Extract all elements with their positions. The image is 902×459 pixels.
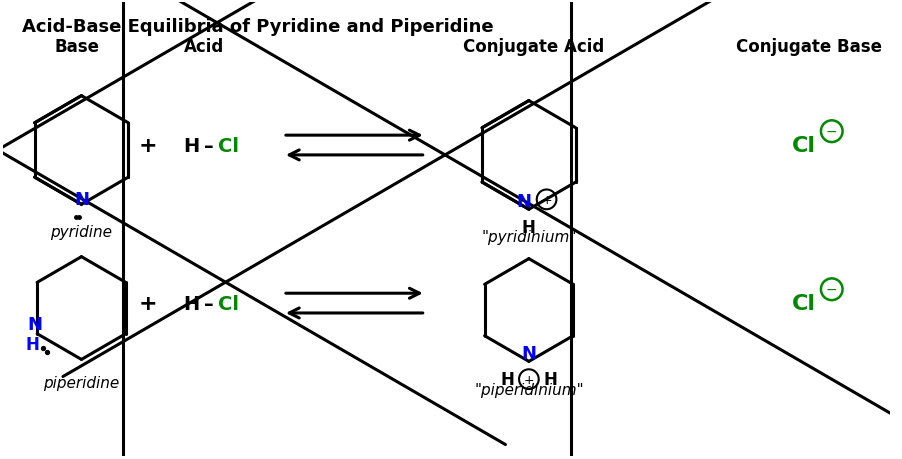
Text: +: +: [139, 136, 158, 156]
Text: +: +: [541, 193, 552, 207]
Text: N: N: [28, 315, 42, 333]
Text: +: +: [139, 293, 158, 313]
Text: +: +: [523, 373, 534, 386]
Text: pyridine: pyridine: [51, 224, 113, 240]
Text: "pyridinium": "pyridinium": [481, 230, 576, 245]
Text: Cl: Cl: [218, 294, 239, 313]
Text: H: H: [25, 335, 39, 353]
Text: Acid: Acid: [184, 38, 225, 56]
Text: "piperidinium": "piperidinium": [474, 382, 584, 397]
Text: −: −: [826, 125, 838, 139]
Text: piperidine: piperidine: [43, 375, 120, 390]
Text: Cl: Cl: [792, 293, 816, 313]
Text: −: −: [826, 283, 838, 297]
Text: H: H: [183, 136, 199, 155]
Text: H: H: [501, 370, 514, 388]
Text: Conjugate Base: Conjugate Base: [736, 38, 882, 56]
Text: Cl: Cl: [218, 136, 239, 155]
Text: Conjugate Acid: Conjugate Acid: [463, 38, 604, 56]
Text: H: H: [522, 218, 536, 236]
Text: Base: Base: [54, 38, 99, 56]
Text: N: N: [74, 191, 89, 209]
Text: Acid-Base Equilibria of Pyridine and Piperidine: Acid-Base Equilibria of Pyridine and Pip…: [23, 17, 494, 35]
Text: H: H: [183, 294, 199, 313]
Text: Cl: Cl: [792, 136, 816, 156]
Text: –: –: [205, 294, 214, 313]
Text: –: –: [205, 136, 214, 155]
Text: N: N: [521, 345, 537, 363]
Text: H: H: [544, 370, 557, 388]
Text: N: N: [517, 193, 531, 211]
